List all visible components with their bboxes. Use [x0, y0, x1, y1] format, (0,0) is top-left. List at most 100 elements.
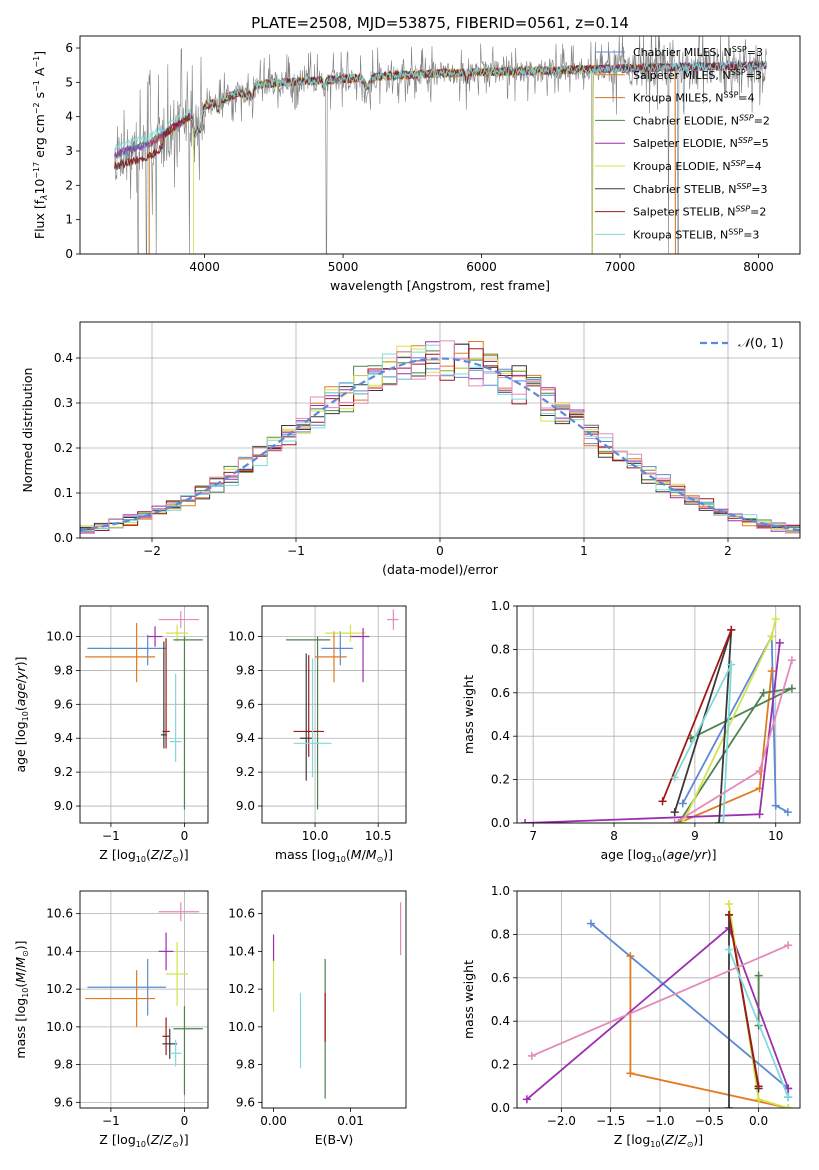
y-tick-label: 0.2	[491, 1058, 510, 1072]
chart-title: PLATE=2508, MJD=53875, FIBERID=0561, z=0…	[251, 14, 629, 32]
errorbar-point	[166, 941, 189, 1007]
errorbar-point	[160, 641, 167, 749]
weight-line-series-7	[728, 914, 760, 1087]
y-tick-label: 5	[65, 75, 73, 89]
plus-marker	[784, 941, 793, 950]
y-tick-label: 9.6	[236, 697, 255, 711]
plus-marker	[754, 971, 763, 980]
x-tick-label: 1	[580, 544, 588, 558]
plus-marker	[725, 910, 734, 919]
x-tick-label: 5000	[328, 260, 359, 274]
y-tick-label: 0.3	[54, 396, 73, 410]
x-tick-label: 6000	[466, 260, 497, 274]
x-tick-label: −1	[287, 544, 305, 558]
y-tick-label: 0.4	[54, 351, 73, 365]
y-tick-label: 0.8	[491, 642, 510, 656]
mass_vs_Z-frame	[79, 890, 209, 1109]
legend-label: Chabrier STELIB, NSSP=3	[633, 182, 767, 196]
plus-marker	[670, 773, 679, 782]
legend-label: Salpeter MILES, NSSP=3	[633, 68, 762, 82]
x-tick-label: 0.0	[749, 1114, 768, 1128]
x-tick-label: −2.0	[547, 1114, 576, 1128]
mass_vs_ebv-panel: 0.00 0.01 9.6 9.8 10.0 10.2 10.4 10.6 E(B-V)	[228, 890, 407, 1147]
errorbar-point	[162, 1017, 170, 1056]
plus-marker	[725, 900, 734, 909]
errorbar-point	[293, 658, 332, 778]
weight-line-series-7	[661, 629, 733, 802]
errorbar-point	[173, 1006, 203, 1095]
legend-label: Chabrier MILES, NSSP=3	[633, 45, 763, 59]
plus-marker	[784, 1104, 793, 1108]
x-axis-label: Z [log10(Z/Z⊙)]	[614, 1132, 703, 1149]
y-tick-label: 9.8	[54, 663, 73, 677]
errorbar-point	[158, 611, 200, 629]
x-axis-label: mass [log10(M/M⊙)]	[275, 847, 393, 864]
x-axis-label: wavelength [Angstrom, rest frame]	[330, 278, 550, 293]
weight_vs_Z-panel: −2.0 −1.5 −1.0 −0.5 0.0 0.0 0.2 0.4 0.6 0.8 1.0 Z […	[461, 884, 801, 1149]
errorbar-point	[162, 1028, 178, 1059]
legend: 𝒩(0, 1)	[700, 335, 784, 350]
legend-label: Salpeter STELIB, NSSP=2	[633, 205, 766, 219]
y-tick-label: 9.8	[54, 1058, 73, 1072]
y-tick-label: 9.2	[54, 765, 73, 779]
y-tick-label: 10.6	[46, 907, 73, 921]
y-tick-label: 9.6	[54, 697, 73, 711]
errorbar-point	[169, 1040, 182, 1067]
plus-marker	[727, 660, 736, 669]
x-axis-label: E(B-V)	[315, 1132, 354, 1147]
plus-marker	[754, 1082, 763, 1091]
x-tick-label: 2	[724, 544, 732, 558]
age_vs_Z-plot-area	[85, 611, 203, 810]
weight-line-series-8	[728, 949, 790, 1098]
y-tick-label: 0.6	[491, 971, 510, 985]
y-tick-label: 9.0	[54, 799, 73, 813]
y-tick-label: 0.1	[54, 486, 73, 500]
y-tick-label: 10.6	[228, 907, 255, 921]
age_vs_Z-panel: −1 0 9.0 9.2 9.4 9.6 9.8 10.0 Z [log10(Z/Z⊙)] age…	[13, 605, 209, 864]
plus-marker	[754, 1095, 763, 1104]
y-tick-label: 9.6	[54, 1095, 73, 1109]
y-tick-label: 9.6	[236, 1095, 255, 1109]
y-tick-label: 10.0	[46, 630, 73, 644]
y-tick-label: 10.0	[228, 1020, 255, 1034]
errorbar-point	[299, 653, 313, 781]
y-tick-label: 0.6	[491, 686, 510, 700]
mass_vs_Z-panel: −1 0 9.6 9.8 10.0 10.2 10.4 10.6 Z [log10(Z/Z⊙)]…	[13, 890, 209, 1149]
weight_vs_age-plot-area	[521, 615, 796, 823]
plus-marker	[759, 688, 768, 697]
plus-marker	[727, 625, 736, 634]
x-tick-label: −1	[102, 829, 120, 843]
weight_vs_Z-frame	[516, 890, 801, 1109]
weight-line-series-4	[526, 926, 790, 1100]
x-tick-label: 8	[610, 829, 618, 843]
y-tick-label: 0.0	[491, 816, 510, 830]
y-tick-label: 9.8	[236, 663, 255, 677]
plus-marker	[626, 1069, 635, 1078]
errorbar-point	[85, 622, 156, 683]
legend-label: Kroupa STELIB, NSSP=3	[633, 227, 759, 241]
age_vs_mass-panel: 10.0 10.5 9.0 9.2 9.4 9.6 9.8 10.0 mass [log10(M…	[228, 605, 407, 864]
normal-reference-curve	[80, 357, 800, 532]
y-tick-label: 0.0	[54, 531, 73, 545]
errorbar-point	[315, 631, 347, 683]
y-tick-label: 0.8	[491, 927, 510, 941]
x-tick-label: 0.01	[337, 1114, 364, 1128]
y-tick-label: 10.4	[46, 944, 73, 958]
errorbar-point	[325, 624, 366, 642]
plus-marker	[784, 1093, 793, 1102]
y-tick-label: 0.0	[491, 1101, 510, 1115]
plus-marker	[678, 799, 687, 808]
legend-label: Salpeter ELODIE, NSSP=5	[633, 136, 769, 150]
y-tick-label: 10.4	[228, 944, 255, 958]
legend-label: Kroupa MILES, NSSP=4	[633, 91, 755, 105]
plus-marker	[755, 766, 764, 775]
errorbar-point	[147, 626, 163, 647]
y-tick-label: 10.2	[228, 982, 255, 996]
errorbar-point	[286, 636, 331, 810]
x-tick-label: 7000	[605, 260, 636, 274]
y-tick-label: 9.4	[236, 731, 255, 745]
plus-marker	[725, 1104, 734, 1108]
errorbar-point	[87, 958, 167, 1016]
y-tick-label: 1.0	[491, 599, 510, 613]
legend-label: Chabrier ELODIE, NSSP=2	[633, 113, 770, 127]
